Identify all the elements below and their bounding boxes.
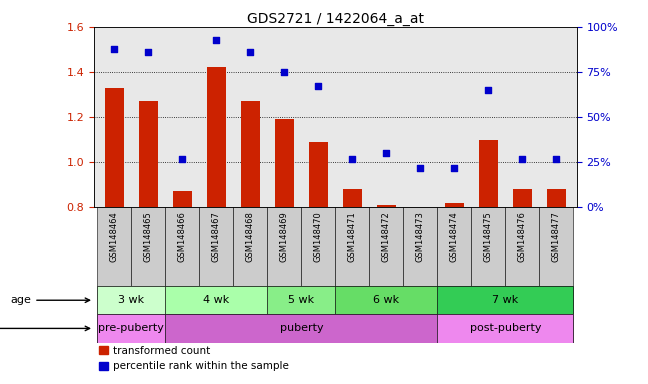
Point xyxy=(143,49,154,55)
FancyBboxPatch shape xyxy=(165,314,437,343)
Point xyxy=(551,156,562,162)
Text: 6 wk: 6 wk xyxy=(373,295,399,305)
Bar xyxy=(377,205,396,207)
Text: GSM148475: GSM148475 xyxy=(484,211,493,262)
FancyBboxPatch shape xyxy=(471,207,505,286)
Bar xyxy=(241,101,260,207)
Text: GSM148472: GSM148472 xyxy=(382,211,391,262)
Text: 5 wk: 5 wk xyxy=(288,295,314,305)
Text: development stage: development stage xyxy=(0,323,89,333)
Point xyxy=(211,36,222,43)
Point xyxy=(415,164,426,170)
FancyBboxPatch shape xyxy=(165,207,200,286)
FancyBboxPatch shape xyxy=(97,286,165,314)
Point xyxy=(449,164,459,170)
Text: GSM148469: GSM148469 xyxy=(280,211,289,262)
FancyBboxPatch shape xyxy=(437,207,471,286)
Text: GSM148465: GSM148465 xyxy=(144,211,153,262)
Point xyxy=(347,156,358,162)
Bar xyxy=(309,142,328,207)
Legend: transformed count, percentile rank within the sample: transformed count, percentile rank withi… xyxy=(99,346,288,371)
FancyBboxPatch shape xyxy=(233,207,268,286)
Text: GSM148468: GSM148468 xyxy=(246,211,255,262)
FancyBboxPatch shape xyxy=(369,207,403,286)
FancyBboxPatch shape xyxy=(200,207,233,286)
Bar xyxy=(547,189,566,207)
FancyBboxPatch shape xyxy=(132,207,165,286)
Text: age: age xyxy=(10,295,89,305)
Point xyxy=(517,156,527,162)
Title: GDS2721 / 1422064_a_at: GDS2721 / 1422064_a_at xyxy=(247,12,424,26)
Text: GSM148470: GSM148470 xyxy=(314,211,323,262)
FancyBboxPatch shape xyxy=(336,286,437,314)
Point xyxy=(313,83,323,89)
FancyBboxPatch shape xyxy=(539,207,573,286)
Text: pre-puberty: pre-puberty xyxy=(98,323,165,333)
FancyBboxPatch shape xyxy=(437,314,573,343)
Point xyxy=(381,150,391,156)
Bar xyxy=(479,140,498,207)
FancyBboxPatch shape xyxy=(301,207,336,286)
Text: GSM148477: GSM148477 xyxy=(552,211,561,262)
FancyBboxPatch shape xyxy=(97,314,165,343)
Bar xyxy=(445,203,464,207)
Point xyxy=(483,87,494,93)
FancyBboxPatch shape xyxy=(336,207,369,286)
Text: GSM148476: GSM148476 xyxy=(518,211,527,262)
Text: puberty: puberty xyxy=(279,323,323,333)
Text: post-puberty: post-puberty xyxy=(470,323,541,333)
Text: GSM148473: GSM148473 xyxy=(416,211,425,262)
FancyBboxPatch shape xyxy=(165,286,268,314)
Point xyxy=(279,69,290,75)
Point xyxy=(109,45,119,51)
Bar xyxy=(139,101,157,207)
Text: GSM148474: GSM148474 xyxy=(450,211,459,262)
Bar xyxy=(513,189,531,207)
Text: GSM148467: GSM148467 xyxy=(212,211,221,262)
Bar xyxy=(343,189,362,207)
FancyBboxPatch shape xyxy=(437,286,573,314)
Bar xyxy=(105,88,124,207)
Bar xyxy=(173,192,192,207)
FancyBboxPatch shape xyxy=(97,207,132,286)
Bar xyxy=(207,68,226,207)
FancyBboxPatch shape xyxy=(403,207,437,286)
Text: GSM148471: GSM148471 xyxy=(348,211,357,262)
Text: 7 wk: 7 wk xyxy=(492,295,518,305)
Point xyxy=(245,49,255,55)
Text: GSM148464: GSM148464 xyxy=(110,211,119,262)
FancyBboxPatch shape xyxy=(505,207,539,286)
FancyBboxPatch shape xyxy=(268,207,301,286)
Text: 4 wk: 4 wk xyxy=(203,295,229,305)
Point xyxy=(177,156,187,162)
Text: 3 wk: 3 wk xyxy=(119,295,145,305)
FancyBboxPatch shape xyxy=(268,286,336,314)
Text: GSM148466: GSM148466 xyxy=(178,211,187,262)
Bar xyxy=(275,119,294,207)
